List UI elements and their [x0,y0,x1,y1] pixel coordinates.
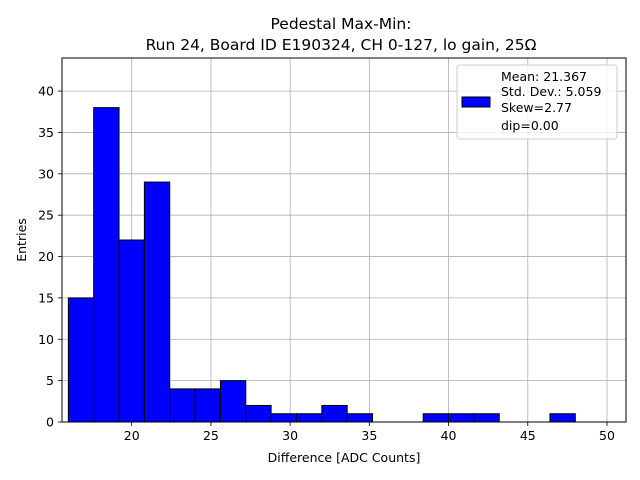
histogram-bars [67,107,601,423]
histogram-bar [270,413,297,423]
y-tick-label: 5 [46,373,54,388]
x-tick-label: 50 [599,428,615,443]
x-tick-label: 25 [203,428,219,443]
y-tick-label: 20 [38,249,54,264]
y-tick-label: 40 [38,84,54,99]
x-axis-label: Difference [ADC Counts] [268,450,421,465]
histogram-bar [143,181,171,423]
histogram-bar [169,388,196,423]
histogram-bar [219,380,247,423]
plot-area-frame [61,57,627,423]
x-tick-label: 30 [282,428,298,443]
histogram-bar [93,107,120,423]
histogram-bar [321,404,348,423]
legend-mean: Mean: 21.367 [501,69,587,84]
histogram-bar [346,413,374,423]
x-tick-label: 40 [441,428,457,443]
y-tick-label: 35 [38,125,54,140]
legend: Mean: 21.367 Std. Dev.: 5.059 Skew=2.77 … [456,64,618,140]
legend-swatch [461,96,491,108]
x-tick-label: 35 [361,428,377,443]
y-axis-label: Entries [14,218,29,262]
histogram-bar [295,413,323,423]
histogram-bar [118,239,145,423]
histogram-bar [245,404,272,423]
legend-dip: dip=0.00 [501,118,559,133]
y-tick-label: 10 [38,332,54,347]
x-tick-label: 45 [520,428,536,443]
histogram-bar [67,297,95,423]
histogram-bar [473,413,500,423]
histogram-bar [448,413,475,423]
y-tick-label: 0 [46,415,54,430]
chart-subtitle: Run 24, Board ID E190324, CH 0-127, lo g… [146,36,537,54]
legend-skew: Skew=2.77 [501,100,572,115]
x-tick-label: 20 [124,428,140,443]
y-axis-ticks: 0 5 10 15 20 25 30 35 40 [38,84,62,430]
histogram-bar [194,388,221,423]
histogram-bar [549,413,576,423]
y-tick-label: 30 [38,166,54,181]
y-tick-label: 15 [38,290,54,305]
legend-std-dev: Std. Dev.: 5.059 [501,84,601,99]
histogram-bar [422,413,450,423]
y-tick-label: 25 [38,208,54,223]
x-axis-ticks: 20 25 30 35 40 45 50 [124,422,615,443]
chart-title: Pedestal Max-Min: [271,15,412,33]
legend-box [456,64,618,140]
